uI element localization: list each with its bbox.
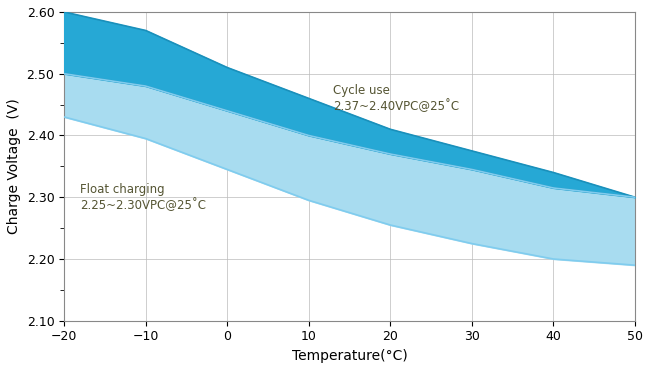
Text: Cycle use
2.37~2.40VPC@25˚C: Cycle use 2.37~2.40VPC@25˚C	[333, 84, 460, 113]
Text: Float charging
2.25~2.30VPC@25˚C: Float charging 2.25~2.30VPC@25˚C	[81, 183, 207, 212]
X-axis label: Temperature(°C): Temperature(°C)	[292, 349, 408, 363]
Y-axis label: Charge Voltage  (V): Charge Voltage (V)	[7, 98, 21, 234]
